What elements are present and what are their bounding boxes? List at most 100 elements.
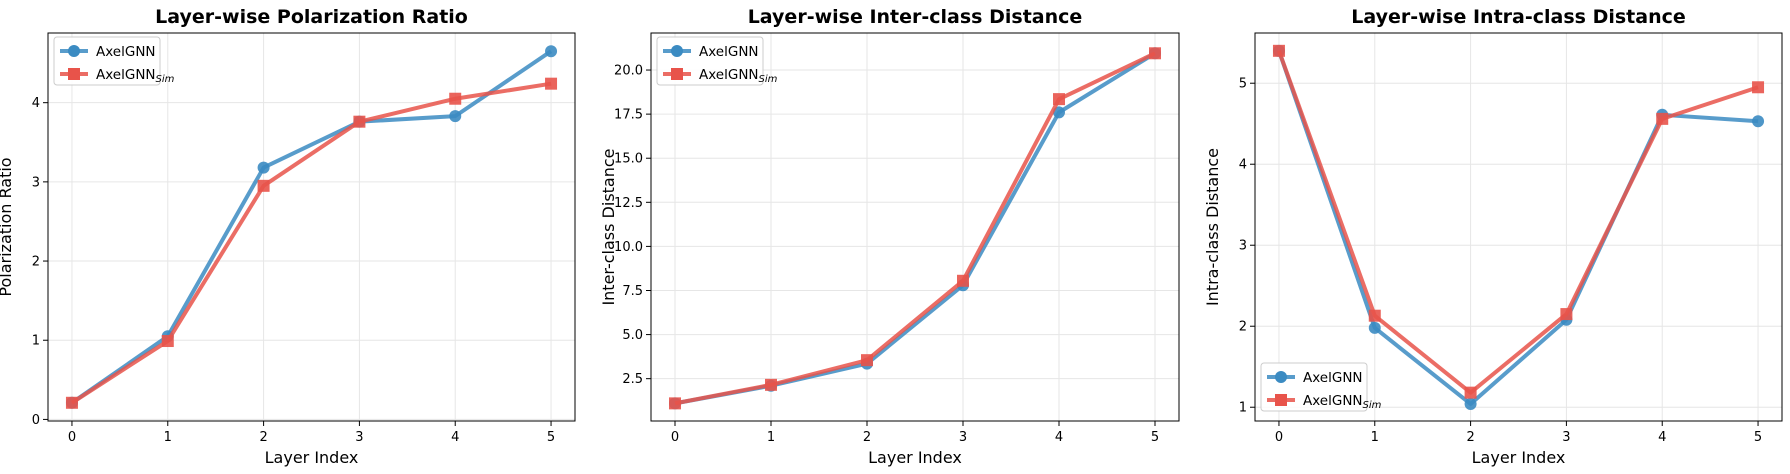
x-tick-label: 4 [451, 430, 459, 445]
legend-label-name: AxelGNN [699, 67, 759, 83]
x-tick-label: 5 [1151, 430, 1159, 445]
x-tick-label: 1 [164, 430, 172, 445]
series-line-axelgnn-sim [70, 81, 552, 405]
data-point-axelgnn [449, 110, 462, 123]
x-tick-label: 0 [68, 430, 76, 445]
legend-label: AxelGNNSim [1303, 393, 1382, 411]
legend-label: AxelGNNSim [699, 67, 778, 85]
data-point-axelgnn-sim [65, 396, 78, 409]
legend-marker-circle [671, 45, 683, 57]
legend-label-subscript: Sim [759, 74, 778, 85]
x-tick-label: 2 [863, 430, 871, 445]
x-tick-label: 0 [671, 430, 679, 445]
y-tick-label: 5 [1239, 77, 1247, 92]
y-tick-label: 12.5 [614, 196, 643, 211]
series-line-axelgnn [674, 51, 1157, 406]
legend-label-subscript: Sim [1363, 400, 1382, 411]
axes-frame [47, 32, 576, 422]
legend-label: AxelGNNSim [96, 67, 175, 85]
legend-label-subscript: Sim [156, 74, 175, 85]
chart-title: Layer-wise Inter-class Distance [748, 6, 1083, 28]
x-tick-label: 3 [1562, 430, 1570, 445]
series-line-axelgnn [1277, 50, 1759, 406]
y-tick-label: 1 [32, 334, 40, 349]
data-point-axelgnn [1464, 397, 1477, 410]
chart-panel-2: 0 1 2 3 4 5 2.5 5.0 7.5 10.0 12.5 15.0 17.5 20.0 Layer… [599, 6, 1180, 467]
data-point-axelgnn-sim [765, 378, 777, 391]
legend-label-name: AxelGNN [96, 67, 156, 83]
series-line-axelgnn-sim [674, 51, 1156, 406]
data-point-axelgnn-sim [861, 354, 873, 367]
data-point-axelgnn-sim [1560, 308, 1573, 321]
legend-label-name: AxelGNN [1303, 370, 1363, 386]
data-point-axelgnn [1053, 106, 1065, 119]
legend-label-name: AxelGNN [699, 44, 759, 60]
x-tick-label: 0 [1275, 430, 1283, 445]
data-point-axelgnn [545, 45, 558, 58]
y-tick-label: 2 [1239, 320, 1247, 335]
legend-label: AxelGNN [699, 44, 759, 60]
x-tick-label: 2 [1466, 430, 1474, 445]
x-tick-label: 1 [767, 430, 775, 445]
y-tick-label: 3 [1239, 239, 1247, 254]
y-tick-label: 1 [1239, 401, 1247, 416]
data-point-axelgnn-sim [669, 397, 681, 410]
data-point-axelgnn-sim [257, 179, 270, 192]
chart-panel-1: 0 1 2 3 4 5 0 1 2 3 4 Layer-wise Polarization Ratio… [0, 6, 576, 467]
legend-label: AxelGNN [96, 44, 156, 60]
y-tick-label: 5.0 [622, 328, 643, 343]
x-axis-label: Layer Index [265, 448, 359, 467]
data-point-axelgnn [257, 161, 270, 174]
y-tick-label: 10.0 [614, 240, 643, 255]
data-point-axelgnn [1752, 115, 1765, 128]
data-point-axelgnn-sim [1272, 44, 1285, 57]
data-point-axelgnn [1368, 321, 1381, 334]
x-tick-label: 3 [959, 430, 967, 445]
axes-frame [1254, 32, 1783, 422]
data-point-axelgnn-sim [1149, 47, 1161, 60]
data-point-axelgnn-sim [1053, 93, 1065, 106]
data-point-axelgnn-sim [957, 274, 969, 287]
y-tick-label: 2 [32, 255, 40, 270]
y-axis-label: Inter-class Distance [599, 148, 618, 305]
x-tick-label: 2 [259, 430, 267, 445]
legend-marker-square [671, 68, 683, 80]
data-point-axelgnn-sim [545, 77, 558, 90]
x-tick-label: 3 [355, 430, 363, 445]
y-tick-label: 7.5 [622, 284, 643, 299]
axes-frame [650, 32, 1180, 422]
x-axis-label: Layer Index [868, 448, 962, 467]
y-tick-label: 17.5 [614, 108, 643, 123]
y-tick-label: 4 [32, 96, 40, 111]
y-tick-label: 2.5 [622, 372, 643, 387]
legend-label-name: AxelGNN [96, 44, 156, 60]
x-tick-label: 4 [1055, 430, 1063, 445]
chart-title: Layer-wise Polarization Ratio [155, 6, 468, 28]
y-axis-label: Intra-class Distance [1203, 148, 1222, 306]
y-tick-label: 4 [1239, 158, 1247, 173]
legend-marker-square [1275, 394, 1287, 406]
data-point-axelgnn-sim [161, 335, 174, 348]
data-point-axelgnn-sim [353, 115, 366, 128]
y-tick-label: 3 [32, 175, 40, 190]
legend-marker-square [68, 68, 80, 80]
legend-marker-circle [68, 45, 80, 57]
y-tick-label: 15.0 [614, 152, 643, 167]
x-axis-label: Layer Index [1472, 448, 1566, 467]
y-tick-label: 20.0 [614, 64, 643, 79]
x-tick-label: 1 [1371, 430, 1379, 445]
legend-label-name: AxelGNN [1303, 393, 1363, 409]
series-line-axelgnn [70, 49, 553, 405]
data-point-axelgnn-sim [1752, 81, 1765, 94]
data-point-axelgnn-sim [1464, 386, 1477, 399]
x-tick-label: 4 [1658, 430, 1666, 445]
legend-label: AxelGNN [1303, 370, 1363, 386]
chart-panel-3: 0 1 2 3 4 5 1 2 3 4 5 Layer-wise Intra-class Distan… [1203, 6, 1783, 467]
data-point-axelgnn-sim [1656, 112, 1669, 125]
chart-title: Layer-wise Intra-class Distance [1351, 6, 1686, 28]
x-tick-label: 5 [547, 430, 555, 445]
